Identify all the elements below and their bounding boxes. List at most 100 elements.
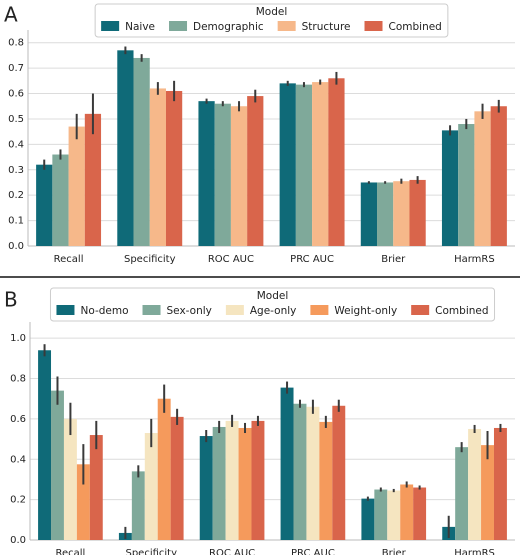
x-tick-label: ROC AUC <box>209 548 255 555</box>
legend-swatch <box>411 305 430 315</box>
y-tick-label: 0.2 <box>8 190 24 201</box>
bar <box>361 498 375 540</box>
x-tick-label: PRC AUC <box>291 548 335 555</box>
y-tick-label: 0.7 <box>8 63 24 74</box>
y-tick-label: 0.8 <box>8 38 24 49</box>
bar <box>52 154 69 246</box>
bar <box>377 182 394 246</box>
bar <box>279 83 296 246</box>
y-tick-label: 0.8 <box>10 374 26 385</box>
bar <box>131 471 145 540</box>
bar <box>68 126 85 246</box>
bar <box>374 489 388 540</box>
bar <box>393 181 410 246</box>
bar <box>133 57 150 246</box>
bar <box>117 50 134 247</box>
legend-swatch <box>310 305 329 315</box>
bar <box>468 428 482 540</box>
bar <box>409 179 426 246</box>
bar <box>238 427 252 540</box>
legend-swatch <box>56 305 75 315</box>
bar <box>89 435 103 540</box>
bar <box>247 96 264 246</box>
legend-label: Demographic <box>193 21 264 33</box>
legend-label: Structure <box>302 21 351 33</box>
bar <box>332 405 346 540</box>
panel-label: B <box>4 288 18 312</box>
bar <box>84 113 102 246</box>
bar <box>170 416 184 540</box>
legend-label: Sex-only <box>167 305 212 317</box>
y-tick-label: 0.0 <box>10 535 26 546</box>
bar <box>493 427 507 540</box>
x-tick-label: ROC AUC <box>208 254 254 265</box>
bar <box>441 130 459 246</box>
legend-label: No-demo <box>80 305 128 317</box>
y-tick-label: 0.6 <box>10 414 26 425</box>
y-tick-label: 0.1 <box>8 216 24 227</box>
bar <box>293 403 307 540</box>
bar <box>400 484 414 540</box>
x-tick-label: Specificity <box>125 548 177 555</box>
legend-swatch <box>225 305 244 315</box>
y-tick-label: 0.3 <box>8 165 24 176</box>
y-tick-label: 0.2 <box>10 495 26 506</box>
bar <box>474 111 491 246</box>
bar <box>212 426 226 540</box>
legend-swatch <box>101 21 120 31</box>
x-tick-label: HarmRS <box>454 548 495 555</box>
bar <box>306 406 320 540</box>
bar <box>490 106 507 246</box>
legend-label: Weight-only <box>334 305 397 317</box>
bar <box>319 421 333 540</box>
bar <box>63 418 77 540</box>
legend-label: Combined <box>435 305 488 317</box>
bar <box>198 101 215 246</box>
x-tick-label: PRC AUC <box>290 254 334 265</box>
y-tick-label: 0.6 <box>8 89 24 100</box>
y-tick-label: 1.0 <box>10 333 26 344</box>
legend-label: Combined <box>389 21 442 33</box>
bar <box>312 82 329 246</box>
x-tick-label: Brier <box>382 548 407 555</box>
bar <box>251 420 265 540</box>
bar <box>149 88 166 247</box>
y-tick-label: 0.0 <box>8 241 24 252</box>
y-tick-label: 0.5 <box>8 114 24 125</box>
legend-box <box>49 287 496 322</box>
x-tick-label: Recall <box>54 254 84 265</box>
bar <box>295 84 313 247</box>
bar <box>481 445 494 540</box>
legend-title: Model <box>256 6 288 18</box>
legend: Model Naive Demographic Structure Combined <box>94 3 449 38</box>
bar <box>455 447 469 540</box>
legend-label: Naive <box>125 21 155 33</box>
bar <box>199 436 213 540</box>
bar <box>157 398 171 540</box>
bar <box>458 124 475 246</box>
legend-swatch <box>142 305 161 315</box>
x-tick-label: Specificity <box>124 254 176 265</box>
legend-label: Age-only <box>250 305 297 317</box>
bar <box>387 490 401 540</box>
legend-swatch <box>169 21 188 31</box>
panel-label: A <box>4 3 18 27</box>
y-tick-label: 0.4 <box>10 454 26 465</box>
bar <box>214 103 231 246</box>
bar <box>36 164 53 246</box>
bar <box>38 350 52 540</box>
bar <box>413 487 427 540</box>
bar <box>51 390 64 540</box>
bar <box>225 420 239 540</box>
bar <box>328 78 345 247</box>
bar <box>230 106 248 246</box>
legend-title: Model <box>257 290 289 302</box>
bar <box>360 182 378 246</box>
legend: Model No-demo Sex-only Age-only Weight-only C… <box>49 287 496 322</box>
bar <box>280 387 294 540</box>
bar <box>165 90 183 246</box>
legend-swatch <box>364 21 383 31</box>
bar <box>76 464 90 540</box>
x-tick-label: Brier <box>381 254 406 265</box>
